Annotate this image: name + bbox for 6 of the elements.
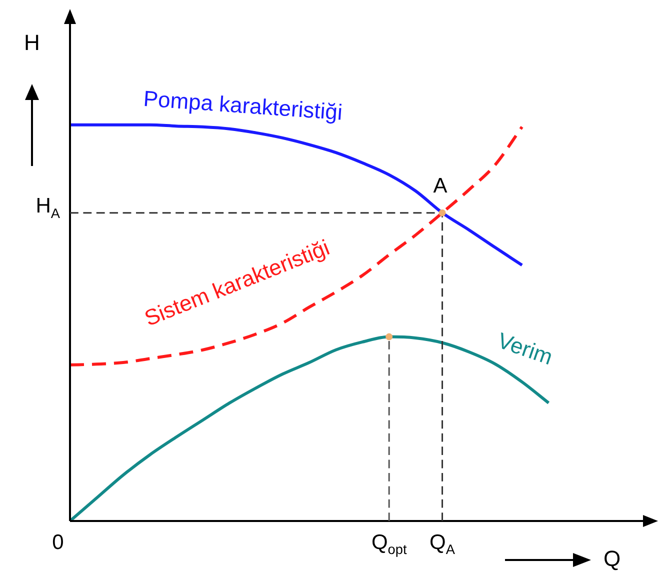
text: Verim	[494, 328, 556, 370]
annotation: A	[433, 174, 448, 198]
y-axis-title: H	[24, 30, 40, 56]
x-tick-label: 0	[52, 530, 64, 554]
series-label: Pompa karakteristiği	[142, 86, 344, 125]
x-axis-title: Q	[603, 546, 621, 572]
